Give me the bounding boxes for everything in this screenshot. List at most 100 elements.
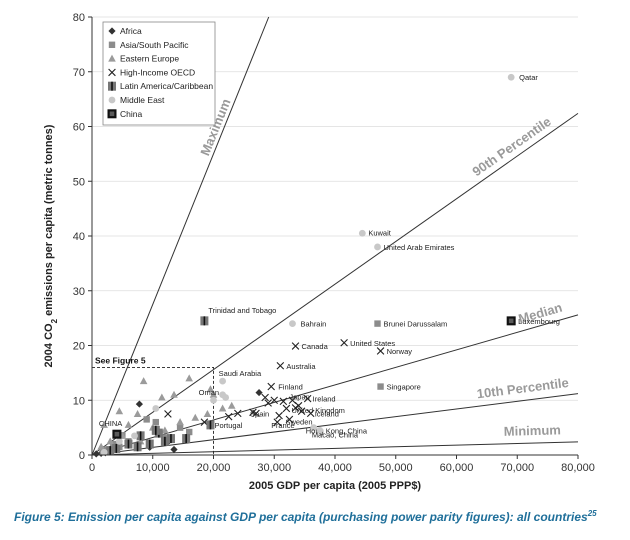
point-high-income-oecd-21 xyxy=(275,411,283,420)
point-eastern-europe-7 xyxy=(206,385,215,393)
square-mark xyxy=(108,41,116,48)
legend-label-eastern-europe: Eastern Europe xyxy=(120,54,179,64)
triangle-mark xyxy=(209,390,218,398)
point-high-income-oecd-19 xyxy=(261,393,269,402)
point-high-income-oecd-18 xyxy=(282,404,291,413)
circle-mark xyxy=(316,426,324,434)
legend-item-latin-america-caribbean: Latin America/Caribbean xyxy=(108,81,213,91)
triangle-mark xyxy=(106,437,115,445)
y-axis-title-part: emissions per capita (metric tonnes) xyxy=(43,124,55,319)
legend-label-latin-america-caribbean: Latin America/Caribbean xyxy=(120,81,213,91)
x-mark xyxy=(291,342,300,350)
bar-mark-stripe xyxy=(203,316,206,326)
bar-mark-stripe xyxy=(170,434,172,444)
point-middle-east-bahrain xyxy=(289,320,296,327)
point-latin-america-caribbean-3 xyxy=(166,434,175,444)
series-middle-east: Qatar Kuwait United Arab Emirates Bahrain Sa… xyxy=(100,73,538,456)
x-mark xyxy=(249,408,257,417)
x-mark xyxy=(282,404,291,413)
point-high-income-oecd-france xyxy=(273,418,282,426)
x-mark xyxy=(376,347,385,355)
point-middle-east-qatar xyxy=(507,73,515,81)
point-asia-south-pacific-singapore xyxy=(377,383,384,390)
y-tick-label: 80 xyxy=(73,12,85,24)
circle-mark xyxy=(374,243,381,251)
point-asia-south-pacific-2 xyxy=(143,416,150,423)
x-mark xyxy=(288,396,297,405)
data-points: Brunei Darussalam Singapore Australia Canad… xyxy=(92,73,560,458)
bar-mark-stripe xyxy=(136,442,139,452)
caption-footnote: 25 xyxy=(587,509,597,518)
point-eastern-europe-9 xyxy=(227,401,236,409)
triangle-mark xyxy=(158,393,166,401)
point-high-income-oecd-ireland xyxy=(303,394,312,403)
triangle-mark xyxy=(100,420,108,428)
point-middle-east-13 xyxy=(100,448,108,456)
circle-mark xyxy=(108,96,116,104)
x-mark xyxy=(267,382,276,391)
legend-item-china: China xyxy=(107,109,142,119)
point-label-qatar: Qatar xyxy=(519,73,538,82)
x-tick-label: 30,000 xyxy=(257,462,291,474)
y-tick-label: 60 xyxy=(73,122,85,134)
inset-box: See Figure 5 xyxy=(91,355,214,456)
triangle-mark xyxy=(139,377,148,385)
reference-label-minimum: Minimum xyxy=(504,422,561,439)
legend-label-middle-east: Middle East xyxy=(120,95,165,105)
legend-item-high-income-oecd: High-Income OECD xyxy=(108,67,195,77)
square-mark xyxy=(143,416,150,423)
point-middle-east-saudi-arabia xyxy=(219,377,227,385)
point-label-france: France xyxy=(271,421,294,430)
square-mark xyxy=(374,320,381,327)
point-latin-america-caribbean-8 xyxy=(124,439,133,449)
y-tick-label: 50 xyxy=(73,176,85,188)
legend-marker-asia-south-pacific xyxy=(108,41,116,48)
point-latin-america-caribbean-6 xyxy=(136,431,145,441)
x-mark xyxy=(273,418,282,426)
circle-mark xyxy=(310,424,318,432)
circle-mark xyxy=(152,405,160,412)
point-label-sweden: Sweden xyxy=(285,417,312,426)
x-tick-label: 20,000 xyxy=(197,462,231,474)
bar-mark-stripe xyxy=(109,446,112,456)
point-middle-east-united-arab-emirates xyxy=(374,243,381,251)
point-asia-south-pacific-brunei-darussalam xyxy=(374,320,381,327)
point-asia-south-pacific-9 xyxy=(186,428,193,436)
x-tick-label: 80,000 xyxy=(561,462,595,474)
point-label-saudi-arabia: Saudi Arabia xyxy=(219,369,262,378)
diamond-mark xyxy=(170,445,178,454)
bar-mark-stripe xyxy=(139,431,142,441)
y-axis-title-part: 2004 CO xyxy=(43,323,55,367)
x-mark xyxy=(276,361,285,370)
point-africa-0 xyxy=(255,388,263,397)
reference-label-10th-percentile: 10th Percentile xyxy=(476,375,570,401)
triangle-mark xyxy=(176,418,184,426)
x-mark xyxy=(294,401,303,410)
y-axis-title-subscript: 2 xyxy=(50,318,59,323)
point-label-luxembourg: Luxembourg xyxy=(518,317,560,326)
x-mark xyxy=(261,393,269,402)
point-africa-1 xyxy=(135,400,143,408)
point-high-income-oecd-17 xyxy=(294,401,303,410)
point-label-spain: Spain xyxy=(250,409,269,418)
point-middle-east-kuwait xyxy=(358,229,366,237)
diamond-mark xyxy=(135,400,143,408)
point-eastern-europe-8 xyxy=(218,404,227,412)
reference-line-median xyxy=(91,314,579,456)
point-label-macao-china: Macao, China xyxy=(312,430,359,439)
circle-mark xyxy=(219,377,227,385)
point-middle-east-macao-china xyxy=(316,426,324,434)
boxed-square-inner xyxy=(508,318,514,324)
legend-label-high-income-oecd: High-Income OECD xyxy=(120,67,195,77)
x-tick-label: 40,000 xyxy=(318,462,352,474)
circle-mark xyxy=(131,432,138,440)
series-china: CHINA Luxembourg xyxy=(99,316,560,439)
square-mark xyxy=(152,418,159,426)
x-tick-label: 50,000 xyxy=(379,462,413,474)
triangle-mark xyxy=(191,413,200,421)
circle-mark xyxy=(222,394,230,401)
point-latin-america-caribbean-portugal xyxy=(206,420,215,430)
point-middle-east-8 xyxy=(222,394,230,401)
circle-mark xyxy=(210,396,217,404)
legend-item-eastern-europe: Eastern Europe xyxy=(108,54,179,64)
